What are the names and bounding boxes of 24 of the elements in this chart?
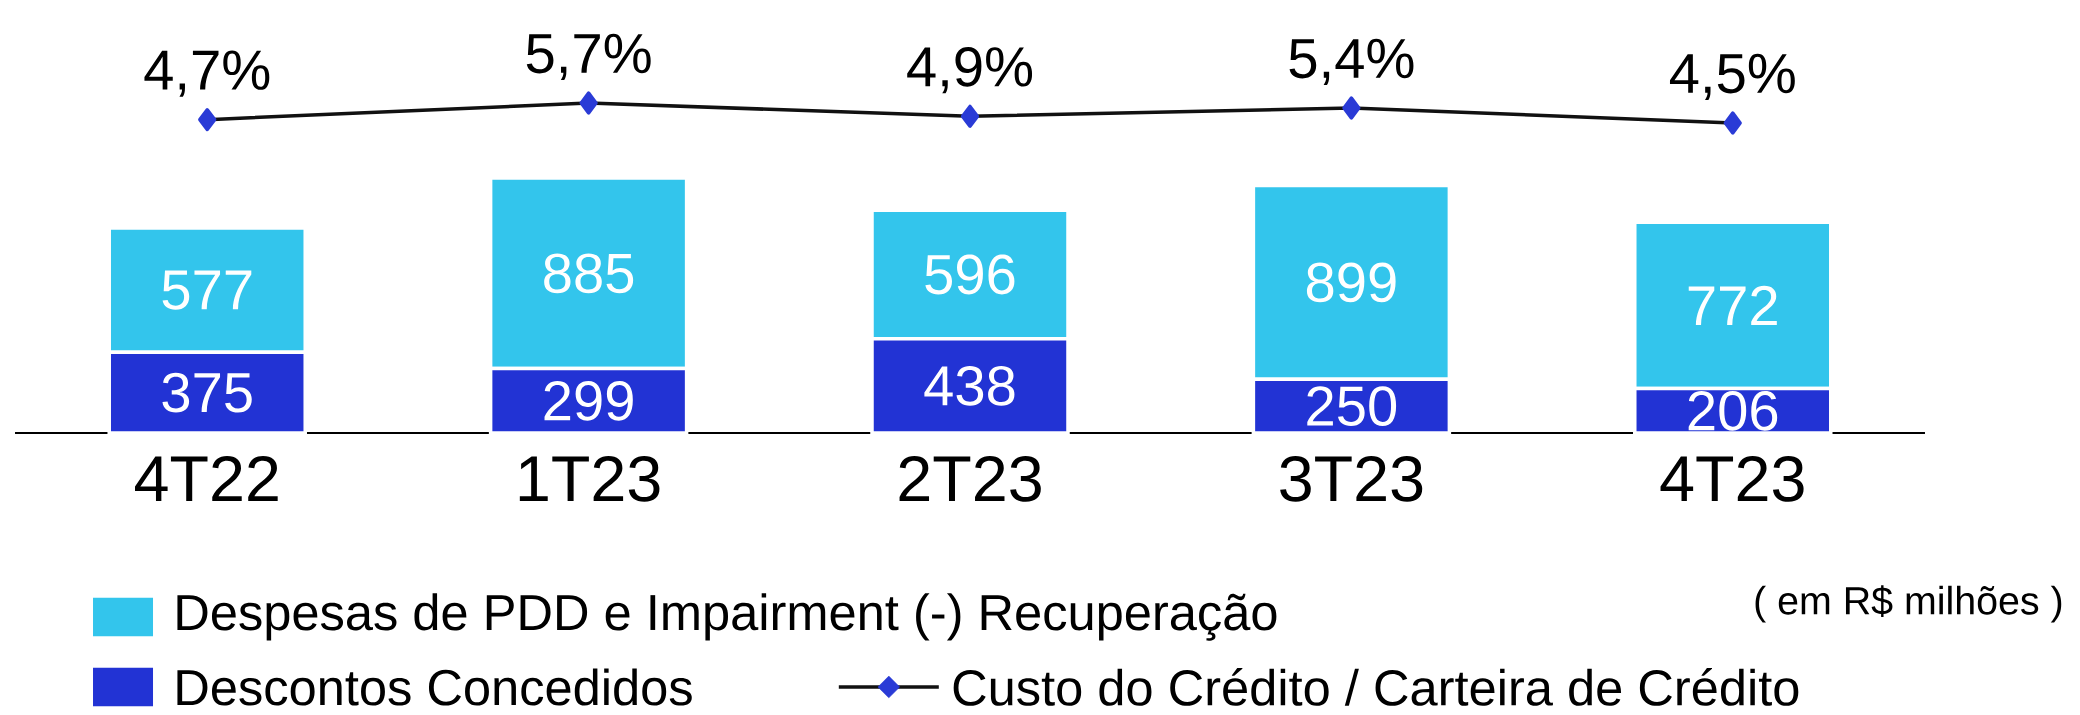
data-label: 772 [1688, 285, 1777, 326]
x-tick-label: 4T22 [135, 455, 278, 502]
x-tick-label: 3T23 [1280, 455, 1423, 502]
data-label: 5,7% [526, 33, 651, 81]
x-tick-label: 4T23 [1660, 455, 1804, 502]
legend-label: Despesas de PDD e Impairment (-) Recuperação [177, 593, 1277, 641]
data-label: 438 [924, 365, 1015, 406]
data-label: 577 [162, 270, 252, 310]
data-label: 4,7% [144, 50, 270, 97]
data-label: 375 [162, 372, 252, 413]
data-label: 899 [1306, 262, 1396, 303]
x-tick-label: 2T23 [899, 455, 1041, 502]
data-label: 5,4% [1289, 38, 1414, 86]
data-label: 206 [1688, 390, 1778, 431]
data-label: 4,5% [1669, 53, 1795, 101]
data-label: 4,9% [907, 46, 1033, 94]
legend-label: Descontos Concedidos [177, 668, 692, 706]
legend-label: Custo do Crédito / Carteira de Crédito [953, 668, 1799, 706]
data-label: 596 [925, 254, 1015, 295]
text: ( em R$ milhões ) [1755, 585, 2062, 623]
x-tick-label: 1T23 [519, 455, 660, 502]
data-label: 250 [1307, 386, 1397, 426]
data-label: 885 [544, 253, 634, 294]
data-label: 299 [544, 380, 633, 421]
